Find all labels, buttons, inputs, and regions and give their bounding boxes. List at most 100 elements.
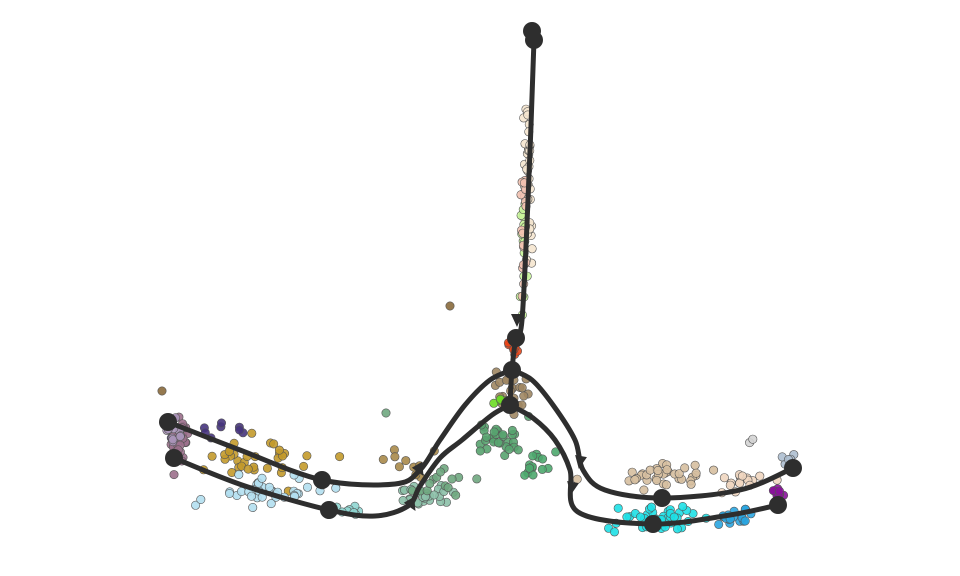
cell-point [504,444,514,454]
cell-point [217,418,227,428]
trajectory-node [159,413,177,431]
cell-point [622,512,632,522]
trajectory-line [509,367,796,501]
cell-point [264,482,274,492]
cell-point [401,456,411,466]
cell-point [475,446,485,456]
trajectory-node [320,501,338,519]
cell-point [248,502,258,512]
cell-point [674,469,684,479]
cell-point [709,465,719,475]
cell-point [169,470,179,480]
cell-point [299,461,309,471]
cell-point [755,471,765,481]
cell-point [257,473,267,483]
cell-point [266,499,276,509]
cell-point [645,465,655,475]
cell-point [196,494,206,504]
cell-point [507,425,517,435]
cell-point [646,502,656,512]
cell-point [662,465,672,475]
trajectory-arrow [575,455,587,469]
cell-point [686,479,696,489]
cell-point [680,463,690,473]
cell-point [737,471,747,481]
cell-point [725,480,735,490]
trajectory-node [165,449,183,467]
cell-point [243,464,253,474]
cell-point [207,451,217,461]
cell-point [635,512,645,522]
cell-point [429,490,439,500]
cell-point [613,503,623,513]
cell-point [262,463,272,473]
cell-point [537,464,547,474]
cell-point [748,434,758,444]
trajectory-arrow [567,481,579,495]
cell-point [175,431,185,441]
cell-point [381,408,391,418]
cell-point [493,438,503,448]
trajectory-node [784,459,802,477]
cell-point [513,445,523,455]
cell-point [672,524,682,534]
cell-point [234,470,244,480]
cell-point [191,500,201,510]
trajectory-node [653,489,671,507]
trajectory-line [507,402,781,527]
cell-point [225,488,235,498]
cell-point [489,398,499,408]
cell-point [335,452,345,462]
trajectory-arrow [411,461,424,477]
cell-point [247,491,257,501]
cell-point [489,427,499,437]
trajectory-node [769,496,787,514]
cell-point [630,475,640,485]
cell-point [247,428,257,438]
cell-point [157,386,167,396]
cell-point [678,501,688,511]
cell-point [443,483,453,493]
cell-point [274,445,284,455]
cell-point [572,474,582,484]
cell-point [425,479,435,489]
cell-point [652,475,662,485]
cell-point [714,519,724,529]
cell-point [639,485,649,495]
trajectory-line [165,367,515,488]
cell-point [519,391,529,401]
cell-point [269,439,279,449]
cell-point [528,451,538,461]
cell-point [524,463,534,473]
trajectory-node [503,361,521,379]
trajectory-arrows-layer [159,314,587,512]
trajectory-node [644,515,662,533]
trajectory-node [525,31,543,49]
cell-point [302,482,312,492]
cell-point [472,474,482,484]
cell-point [500,450,510,460]
cell-point [445,301,455,311]
cell-point [435,467,445,477]
cell-point [447,474,457,484]
cell-point [669,512,679,522]
cell-point [609,527,619,537]
cell-point [690,460,700,470]
trajectory-arrow [511,314,523,327]
cell-point [498,430,508,440]
cell-point [481,432,491,442]
cell-point [691,468,701,478]
cell-point [378,454,388,464]
cell-point [719,473,729,483]
cell-points-layer [157,104,799,537]
cell-point [538,454,548,464]
cell-point [394,462,404,472]
cell-point [451,490,461,500]
cell-point [740,516,750,526]
cell-point [390,452,400,462]
cell-point [774,486,784,496]
cell-point [661,480,671,490]
trajectory-node [313,471,331,489]
cell-point [302,451,312,461]
